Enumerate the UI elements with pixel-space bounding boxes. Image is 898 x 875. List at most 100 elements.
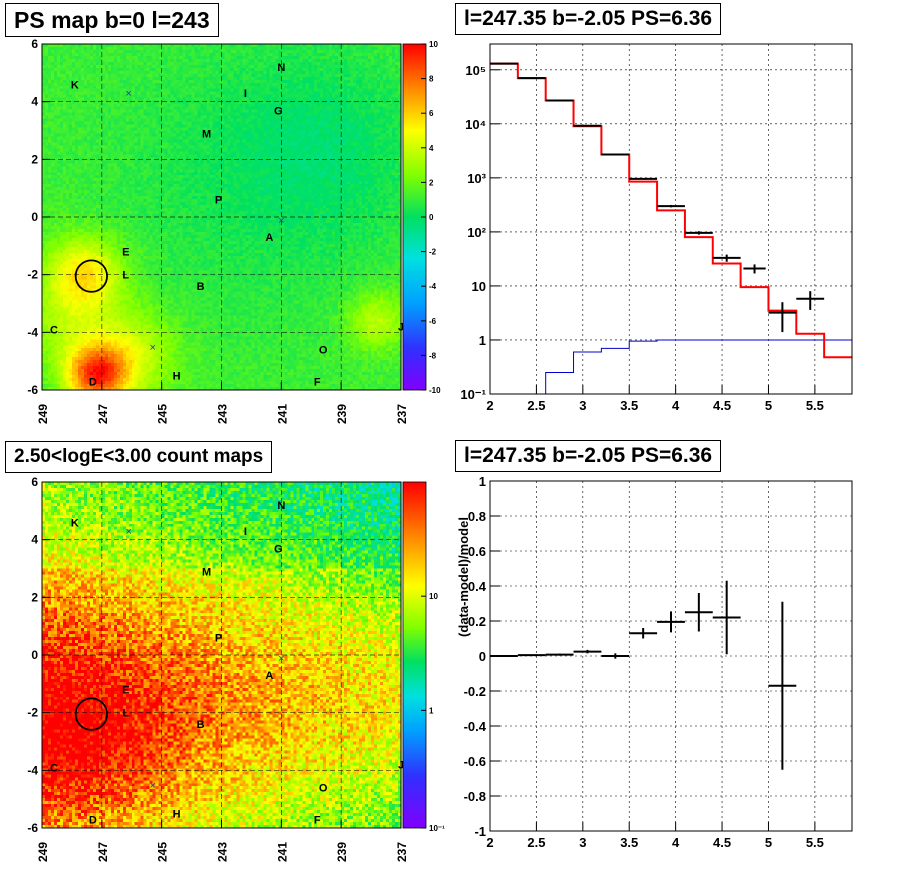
- residual-y-tick-label: -0.6: [464, 754, 486, 769]
- count-map-title: 2.50<logE<3.00 count maps: [5, 441, 273, 473]
- count-map-x-tick-label: 245: [156, 842, 170, 862]
- count-map-marker: ×: [278, 653, 284, 665]
- ps-map-source-label: D: [89, 376, 97, 388]
- count-map-source-label: F: [314, 814, 321, 826]
- ps-map-source-label: L: [122, 270, 129, 282]
- residual-x-tick-label: 2: [486, 835, 493, 850]
- count-map-source-label: K: [71, 517, 79, 529]
- ps-map-source-label: P: [215, 195, 222, 207]
- count-map-source-label: N: [277, 500, 285, 512]
- spectrum-y-tick-label: 10²: [467, 225, 486, 240]
- spectrum-y-tick-label: 10⁻¹: [460, 387, 486, 402]
- residual-x-tick-label: 4: [672, 835, 680, 850]
- residual-y-tick-label: 0.2: [468, 614, 486, 629]
- residual-y-tick-label: 0.6: [468, 544, 486, 559]
- ps-map-source-label: C: [50, 324, 58, 336]
- count-map-marker: ×: [126, 526, 132, 538]
- ps-map-colorbar-label: -6: [429, 317, 437, 326]
- count-map-colorbar-label: 1: [429, 706, 434, 715]
- ps-map-colorbar-label: 8: [429, 75, 434, 84]
- spectrum-x-tick-label: 3.5: [620, 398, 638, 413]
- ps-map-colorbar-label: -10: [429, 386, 441, 395]
- ps-map-y-tick-label: -2: [27, 268, 38, 282]
- residual-y-tick-label: -0.8: [464, 789, 486, 804]
- ps-map-x-tick-label: 249: [36, 404, 50, 424]
- count-map-source-label: J: [398, 760, 404, 772]
- spectrum-x-tick-label: 5: [765, 398, 772, 413]
- residual-y-tick-label: 0: [479, 649, 486, 664]
- ps-map-colorbar-label: -4: [429, 282, 437, 291]
- ps-map-source-label: K: [71, 79, 79, 91]
- ps-map-y-tick-label: -4: [27, 325, 38, 339]
- count-map-y-tick-label: 4: [31, 533, 38, 547]
- spectrum-x-tick-label: 2.5: [527, 398, 545, 413]
- residual-y-tick-label: 0.4: [468, 579, 487, 594]
- spectrum-y-tick-label: 1: [479, 333, 486, 348]
- ps-map-colorbar-label: -2: [429, 248, 437, 257]
- residual-x-tick-label: 5.5: [806, 835, 824, 850]
- ps-map-marker: ×: [149, 342, 155, 354]
- count-map-source-label: A: [265, 670, 273, 682]
- residual-y-tick-label: 0.8: [468, 509, 486, 524]
- residual-y-tick-label: -0.4: [464, 719, 487, 734]
- spectrum-y-tick-label: 10⁵: [465, 63, 486, 78]
- count-map-source-label: C: [50, 762, 58, 774]
- spectrum-model-series: [490, 62, 852, 359]
- ps-map-colorbar-label: 2: [429, 178, 434, 187]
- ps-map-y-tick-label: 0: [31, 210, 38, 224]
- ps-map-marker: ×: [126, 88, 132, 100]
- count-map-source-label: P: [215, 633, 222, 645]
- ps-map-panel: 249 247 245 243 241 239 237 6 4 2 0 -2 -4 -6 N K I G M P A EL…: [27, 37, 441, 424]
- count-map-panel: 249 247 245 243 241 239 237 6 4 2 0 -2 -4 -6 N K I G M P A EL…: [27, 475, 445, 862]
- count-map-source-label: D: [89, 814, 97, 826]
- count-map-source-label: E: [122, 685, 129, 697]
- residual-x-tick-label: 4.5: [713, 835, 731, 850]
- count-map-y-tick-label: 6: [31, 475, 38, 489]
- ps-map-colorbar-label: 0: [429, 213, 434, 222]
- ps-map-x-tick-label: 239: [335, 404, 349, 424]
- ps-map-source-label: A: [265, 232, 273, 244]
- ps-map-x-tick-label: 247: [96, 404, 110, 424]
- spectrum-x-tick-label: 5.5: [806, 398, 824, 413]
- count-map-colorbar-label: 10: [429, 592, 438, 601]
- count-map-source-label: L: [122, 708, 129, 720]
- spectrum-x-tick-label: 2: [486, 398, 493, 413]
- count-map-x-tick-label: 241: [275, 842, 289, 862]
- ps-map-y-tick-label: 4: [31, 95, 38, 109]
- ps-map-x-tick-label: 237: [395, 404, 409, 424]
- count-map-source-label: M: [202, 566, 211, 578]
- residual-x-tick-label: 3: [579, 835, 586, 850]
- ps-map-source-label: F: [314, 376, 321, 388]
- ps-map-y-tick-label: 2: [31, 152, 38, 166]
- ps-map-colorbar-label: 10: [429, 40, 438, 49]
- spectrum-frame: [489, 43, 853, 395]
- ps-map-source-label: N: [277, 62, 285, 74]
- spectrum-background-series: [545, 339, 852, 394]
- ps-map-colorbar-label: 6: [429, 109, 434, 118]
- count-map-source-label: O: [319, 783, 328, 795]
- ps-map-source-label: I: [244, 88, 247, 100]
- count-map-y-tick-label: -6: [27, 821, 38, 835]
- ps-map-y-tick-label: -6: [27, 383, 38, 397]
- ps-map-source-label: G: [274, 105, 283, 117]
- count-map-y-tick-label: 2: [31, 590, 38, 604]
- ps-map-colorbar-label: 4: [429, 144, 434, 153]
- residual-x-tick-label: 5: [765, 835, 772, 850]
- count-map-y-tick-label: -2: [27, 706, 38, 720]
- spectrum-plot-area: [490, 62, 852, 394]
- residual-y-tick-label: -0.2: [464, 684, 486, 699]
- spectrum-y-tick-label: 10³: [467, 171, 486, 186]
- ps-map-source-label: E: [122, 247, 129, 259]
- residual-y-tick-label: 1: [479, 474, 486, 489]
- spectrum-panel: 2 2.5 3 3.5 4 4.5 5 5.5 10⁻¹ 1 10 10² 10³ 10⁴ 10⁵: [460, 43, 853, 413]
- ps-map-title: PS map b=0 l=243: [5, 3, 219, 37]
- count-map-y-tick-label: -4: [27, 763, 38, 777]
- ps-map-source-label: M: [202, 128, 211, 140]
- ps-map-x-tick-label: 241: [275, 404, 289, 424]
- residual-y-axis-label: (data-model)/model: [456, 517, 471, 637]
- count-map-y-tick-label: 0: [31, 648, 38, 662]
- ps-map-x-tick-label: 243: [216, 404, 230, 424]
- count-map-source-circle: [74, 697, 108, 731]
- ps-map-source-label: H: [173, 371, 181, 383]
- spectrum-title: l=247.35 b=-2.05 PS=6.36: [455, 3, 722, 35]
